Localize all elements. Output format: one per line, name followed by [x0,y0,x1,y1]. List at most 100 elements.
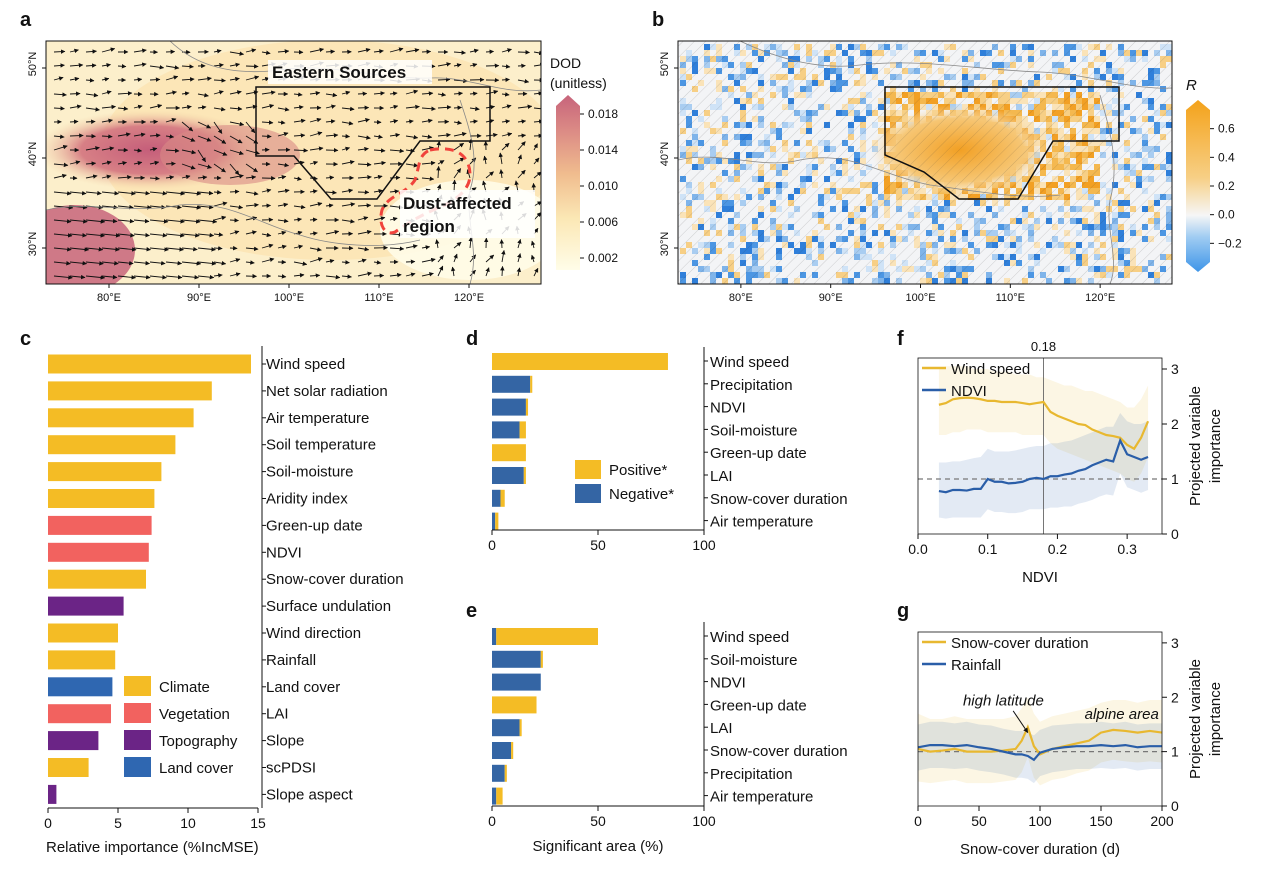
wind-vector [277,218,289,224]
wind-vector [261,90,276,95]
x-tick-label: 0.0 [908,541,928,557]
category-label-c: scPDSI [266,760,316,777]
wind-vector [533,157,540,165]
wind-vector [245,104,258,110]
map-a-wind-vectors [53,47,541,280]
wind-vector [213,215,227,221]
wind-vector [181,91,190,96]
wind-vector [421,257,436,263]
colorbar-dod-ramp [556,95,580,270]
wind-vector [501,64,511,69]
wind-vector [501,48,512,53]
wind-vector [501,104,512,109]
wind-vector [517,253,522,263]
wind-vector [277,230,287,236]
bar-negative [492,673,541,691]
wind-vector [341,106,355,112]
bar-positive [525,398,529,416]
bar-c [48,408,194,428]
wind-vector [469,48,479,54]
wind-vector [229,272,241,277]
eastern-sources-box [255,86,491,200]
wind-vector [405,119,414,124]
wind-vector [181,191,202,196]
wind-vector [101,233,121,238]
map-b-coast [1099,94,1115,284]
bar-negative [492,512,496,530]
wind-vector [261,243,274,249]
wind-vector [133,132,146,137]
x-tick-label: 200 [1150,813,1174,829]
wind-vector [229,135,243,144]
wind-vector [117,191,136,196]
annotation-label: high latitude [963,692,1044,709]
wind-vector [437,77,451,82]
wind-vector [229,174,244,179]
category-label-c: Land cover [266,679,340,696]
wind-vector [117,132,131,137]
wind-vector [261,232,272,238]
wind-vector [309,160,319,166]
wind-vector [421,160,436,166]
bar-negative [492,398,526,416]
wind-vector [53,76,64,81]
map-a-boundary [46,203,421,246]
category-label-c: Wind speed [266,356,345,373]
wind-vector [501,249,506,263]
wind-vector [133,274,151,280]
legend-label-c: Topography [159,733,238,750]
map-x-tick-label: 90°E [819,292,843,304]
wind-vector [261,50,271,55]
wind-vector [341,134,351,139]
wind-vector [69,48,79,54]
dust-region-label-line1: Dust-affected [403,194,512,213]
map-b-significance-hatching [678,41,1172,284]
wind-vector [85,247,104,252]
x-axis-label: Snow-cover duration (d) [960,841,1120,858]
colorbar-tick-label: 0.6 [1218,122,1235,136]
wind-vector [453,63,462,68]
wind-vector [293,92,303,97]
bar-positive [492,353,668,370]
colorbar-r-ticks: 0.6 0.4 0.2 0.0 −0.2 [1210,122,1242,250]
wind-vector [149,191,168,196]
wind-vector [85,49,97,54]
wind-vector [85,146,100,151]
x-tick-label: 100 [1028,813,1052,829]
wind-vector [277,244,287,250]
wind-vector [213,135,227,144]
wind-vector [517,133,527,138]
wind-vector [405,162,419,168]
category-label-c: Aridity index [266,491,348,508]
bar-c [48,731,99,751]
y-axis-label-line1: Projected variable [1187,386,1204,506]
wind-vector [309,117,322,123]
series-line-wind_line [917,724,1163,756]
wind-vector [133,48,147,53]
wind-vector [117,106,129,111]
wind-vector [229,121,245,127]
wind-vector [85,190,102,196]
colorbar-dod-title: DOD [550,55,581,71]
wind-vector [533,91,541,96]
wind-vector [325,104,336,109]
wind-vector [53,275,73,280]
wind-vector [229,258,241,263]
wind-vector [101,247,120,252]
wind-vector [133,232,150,238]
wind-vector [213,201,228,207]
wind-vector [165,233,185,238]
wind-vector [181,163,196,170]
wind-vector [309,146,324,151]
wind-vector [357,216,369,221]
wind-vector [181,219,201,224]
wind-vector [245,48,257,53]
wind-vector [357,174,372,180]
wind-vector [101,118,113,124]
category-label-c: LAI [266,706,289,723]
wind-vector [373,91,385,96]
wind-vector [421,106,436,111]
wind-vector [133,148,143,153]
y-tick-label: 0 [1171,798,1179,814]
bar-c [48,596,124,616]
